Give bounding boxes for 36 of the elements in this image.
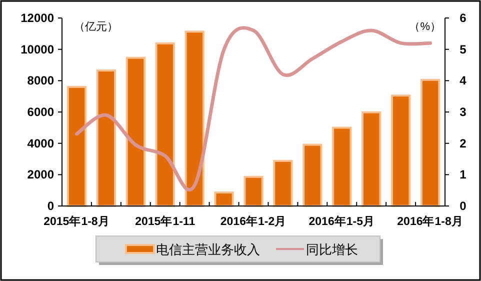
y-tick-label: 4000 <box>27 136 54 150</box>
bar <box>390 94 411 207</box>
bar <box>302 144 322 207</box>
bar <box>273 160 293 207</box>
y2-tick-label: 5 <box>460 42 467 56</box>
x-tick-label: 2015年1-11 <box>135 214 196 228</box>
y2-tick-label: 0 <box>460 199 467 213</box>
x-tick-label: 2016年1-2月 <box>220 214 287 228</box>
x-tick-label: 2016年1-8月 <box>397 214 464 228</box>
y-tick-label: 8000 <box>27 74 54 88</box>
bar <box>155 42 175 207</box>
bar <box>332 126 352 207</box>
y2-tick-label: 6 <box>460 11 467 25</box>
legend-label: 同比增长 <box>306 242 358 257</box>
y-tick-label: 0 <box>47 199 54 213</box>
bar <box>184 30 204 207</box>
y-tick-label: 10000 <box>20 42 54 56</box>
y2-tick-label: 2 <box>460 136 467 150</box>
bar <box>244 176 264 207</box>
y2-tick-label: 1 <box>460 168 467 182</box>
y2-tick-label: 3 <box>460 105 467 119</box>
bar <box>362 111 382 207</box>
x-tick-label: 2016年1-5月 <box>308 214 375 228</box>
bar <box>96 69 116 207</box>
bar <box>214 192 234 207</box>
y-axis-title: （亿元） <box>74 21 118 33</box>
bar <box>66 86 87 207</box>
x-tick-label: 2015年1-8月 <box>44 214 110 228</box>
y2-axis-title: （%） <box>409 21 441 33</box>
y-tick-label: 6000 <box>27 105 54 119</box>
y-tick-label: 2000 <box>27 168 54 182</box>
bar <box>126 56 146 207</box>
y2-tick-label: 4 <box>460 74 467 88</box>
y-tick-label: 12000 <box>20 11 54 25</box>
bar <box>420 78 440 207</box>
legend-label: 电信主营业务收入 <box>156 242 260 257</box>
